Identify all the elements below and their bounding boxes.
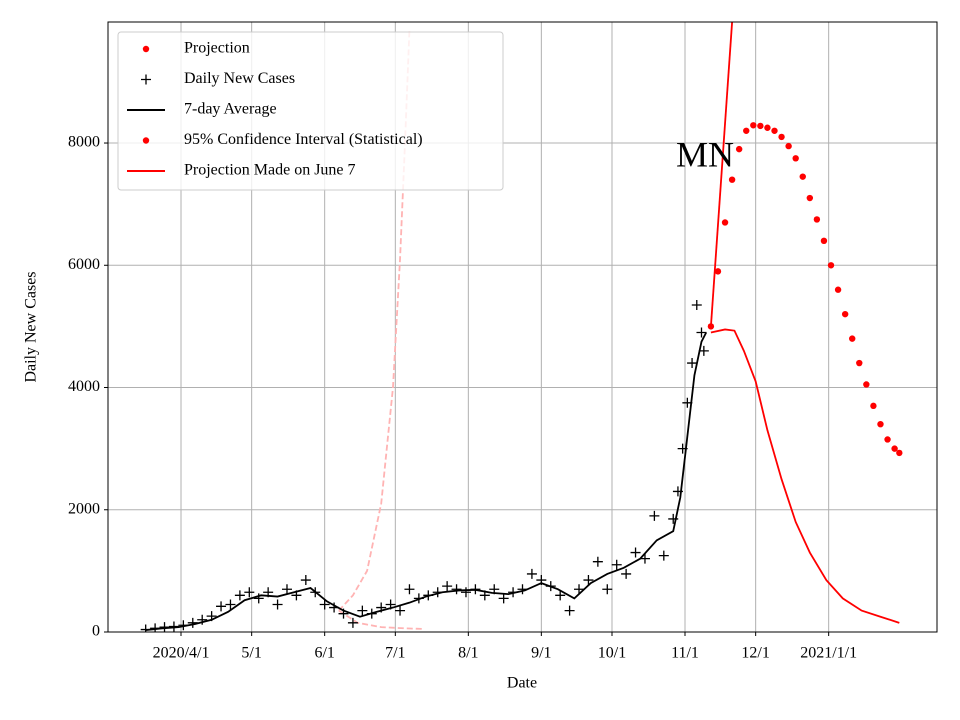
point: [834, 286, 842, 293]
point: [253, 593, 264, 604]
legend-swatch: [142, 137, 150, 144]
point: [555, 590, 566, 601]
legend-label: Daily New Cases: [184, 70, 295, 87]
point: [658, 550, 669, 561]
legend-swatch: [142, 45, 150, 53]
point: [785, 142, 792, 150]
point: [863, 381, 870, 388]
point: [856, 359, 863, 367]
y-tick-label: 8000: [68, 134, 100, 151]
point: [849, 335, 856, 342]
y-tick-label: 6000: [68, 256, 100, 273]
point: [827, 262, 835, 269]
legend-swatch: [141, 74, 151, 85]
point: [244, 587, 255, 598]
point: [841, 310, 849, 318]
point: [696, 327, 707, 338]
point: [757, 122, 764, 130]
plot-area: [140, 22, 903, 632]
series-line: [338, 609, 424, 630]
point: [621, 568, 632, 579]
series-line: [710, 22, 734, 327]
point: [870, 402, 877, 410]
x-axis-label: Date: [507, 675, 537, 692]
legend-label: Projection Made on June 7: [184, 162, 356, 179]
x-tick-label: 5/1: [241, 645, 261, 662]
point: [743, 127, 750, 134]
x-tick-label: 2020/4/1: [153, 645, 210, 662]
point: [806, 194, 814, 202]
point: [300, 575, 311, 586]
point: [649, 510, 660, 521]
point: [714, 268, 722, 275]
point: [187, 617, 198, 628]
point: [583, 575, 594, 586]
point: [592, 556, 603, 567]
x-tick-label: 6/1: [314, 645, 334, 662]
legend-label: Projection: [184, 40, 250, 57]
legend-label: 7-day Average: [184, 101, 277, 118]
point: [735, 145, 743, 153]
legend: Projection Daily New Cases 7-day Average 95…: [117, 31, 504, 191]
x-tick-label: 11/1: [671, 645, 699, 662]
point: [896, 449, 903, 457]
point: [721, 219, 729, 226]
point: [216, 601, 227, 612]
point: [395, 605, 406, 616]
point: [347, 617, 358, 628]
point: [884, 436, 891, 443]
point: [574, 584, 585, 595]
point: [891, 445, 898, 452]
point: [771, 127, 778, 134]
y-tick-label: 0: [92, 623, 100, 640]
x-tick-label: 9/1: [531, 645, 551, 662]
y-tick-label: 2000: [68, 500, 100, 517]
point: [750, 122, 757, 129]
legend-label: 95% Confidence Interval (Statistical): [184, 131, 423, 148]
point: [877, 420, 884, 428]
point: [357, 605, 368, 616]
y-tick-label: 4000: [68, 378, 100, 395]
axes-frame: [107, 21, 938, 633]
point: [526, 568, 537, 579]
point: [691, 299, 702, 310]
point: [611, 559, 622, 570]
annotation: MN: [676, 134, 734, 174]
point: [630, 547, 641, 558]
x-tick-label: 12/1: [741, 645, 769, 662]
point: [442, 581, 453, 592]
y-axis-label: Daily New Cases: [23, 271, 40, 382]
x-tick-label: 7/1: [385, 645, 405, 662]
legend-box: [117, 31, 504, 191]
point: [234, 590, 245, 601]
point: [498, 593, 509, 604]
point: [319, 599, 330, 610]
x-tick-label: 10/1: [598, 645, 626, 662]
series-line: [145, 332, 707, 632]
point: [764, 124, 771, 131]
point: [792, 155, 799, 162]
point: [602, 584, 613, 595]
point: [639, 553, 650, 564]
point: [687, 358, 698, 369]
point: [820, 237, 828, 245]
point: [707, 323, 715, 330]
point: [404, 584, 415, 595]
ticks: 0 2000 4000 6000 8000 2020/4/1 5/1 6/1 7/1 8/1 9/1…: [68, 134, 857, 662]
point: [728, 176, 736, 183]
x-tick-label: 2021/1/1: [800, 645, 857, 662]
x-tick-label: 8/1: [458, 645, 478, 662]
point: [460, 587, 471, 598]
series-line: [710, 328, 900, 624]
point: [813, 216, 821, 223]
point: [451, 584, 462, 595]
point: [272, 599, 283, 610]
point: [225, 599, 236, 610]
point: [799, 173, 806, 180]
point: [564, 605, 575, 616]
point: [281, 584, 292, 595]
point: [698, 345, 709, 356]
point: [778, 133, 785, 141]
